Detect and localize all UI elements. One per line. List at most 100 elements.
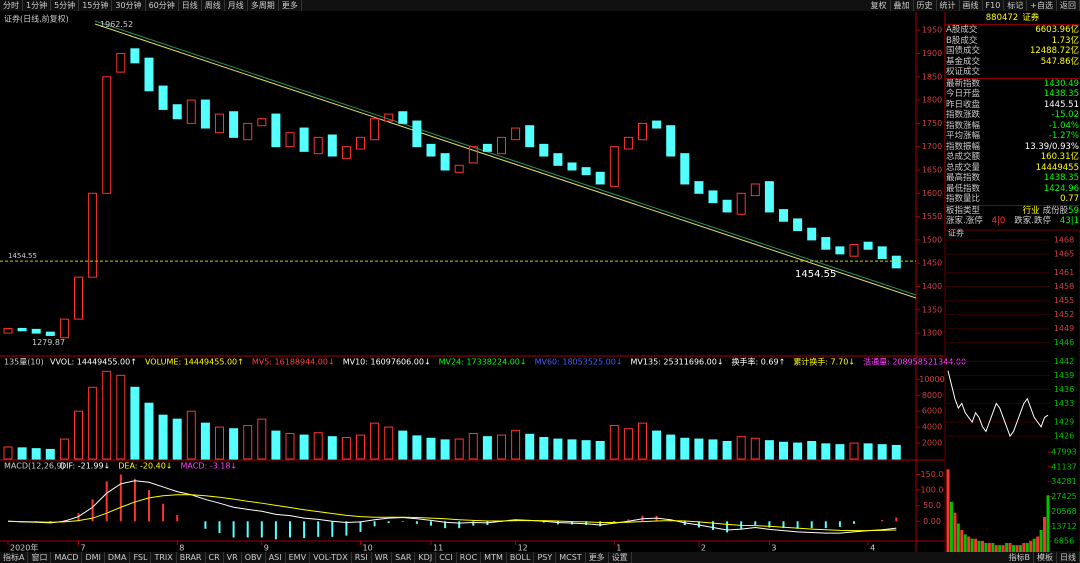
info-label: 板指类型 [946,205,981,216]
y-tick-label: 1950 [922,26,942,35]
tab-button[interactable]: MTM [481,552,507,563]
tab-button[interactable]: BRAR [177,552,206,563]
index-code: 880472 [985,13,1019,23]
info-row: 涨家.涨停 4|0 跌家.跌停 43|1 [946,216,1079,227]
intraday-volume [984,542,988,556]
toolbar-button[interactable]: 复权 [868,0,891,11]
tab-button[interactable]: MCST [556,552,586,563]
tab-button[interactable]: KDJ [415,552,437,563]
volume-bar [454,438,464,460]
volume-bar [468,433,478,460]
info-row: A股成交 6603.96亿 [946,25,1079,36]
toolbar-button[interactable]: 日线 [179,0,202,11]
info-value: 1438.35 [1043,173,1079,183]
volume-bar [271,430,281,460]
y-tick-label: 1650 [922,165,942,174]
toolbar-button[interactable]: 1分钟 [23,0,52,11]
toolbar-button[interactable]: 更多 [279,0,302,11]
toolbar-button[interactable]: 叠加 [891,0,914,11]
info-row: 最新指数 1430.49 [946,77,1079,90]
intraday-volume [956,523,960,556]
volume-bar [158,414,168,460]
tab-button[interactable]: WR [372,552,393,563]
toolbar-button[interactable]: F10 [983,0,1005,11]
tab-button[interactable]: 模板 [1034,552,1057,563]
tab-button[interactable]: 指标B [1006,552,1034,563]
tab-button[interactable]: CR [206,552,224,563]
toolbar-button[interactable]: 周线 [202,0,225,11]
toolbar-button[interactable]: 统计 [937,0,960,11]
tab-button[interactable]: ASI [266,552,286,563]
toolbar-button[interactable]: 60分钟 [146,0,179,11]
tab-button[interactable]: 设置 [609,552,632,563]
toolbar-button[interactable]: 画线 [960,0,983,11]
intraday-volume [977,540,981,556]
tab-button[interactable]: VOL-TDX [310,552,352,563]
intraday-volume [987,542,991,556]
tab-button[interactable]: PSY [534,552,557,563]
tab-button[interactable]: 日线 [1057,552,1080,563]
y-tick-label: 0.00 [923,517,941,526]
info-value: 0.77 [1060,194,1079,204]
intraday-title: 证券 [948,228,964,238]
candle [736,192,746,215]
y2-tick-label: 47993 [1051,448,1076,457]
toolbar-button[interactable]: 历史 [914,0,937,11]
tab-button[interactable]: 更多 [586,552,609,563]
y-tick-label: 1449 [1054,324,1074,333]
info-value: 1430.49 [1043,78,1079,89]
candle [186,99,196,124]
toolbar-button[interactable]: 30分钟 [112,0,146,11]
info-row: 今日开盘 1438.35 [946,89,1079,100]
toolbar-button[interactable]: 多周期 [248,0,279,11]
tab-button[interactable]: MACD [51,552,83,563]
volume-bar [243,425,253,460]
candle [102,76,112,194]
info-value: 1438.35 [1043,89,1079,99]
bottom-tabs: 指标A 窗口 MACD DMI DMA FSL TRIX BRAR CR VR OBV ASI EMV V… [0,552,1080,563]
candle [17,327,27,332]
intraday-volume [970,538,974,556]
intraday-volume [1043,516,1047,556]
tab-button[interactable]: RSI [352,552,372,563]
y-tick-label: 1433 [1054,399,1074,408]
intraday-volume [1015,545,1019,556]
candle [158,85,168,110]
tab-button[interactable]: 指标A [0,552,29,563]
intraday-volume [1036,536,1040,556]
candle [327,134,337,157]
tab-button[interactable]: VR [224,552,242,563]
tab-button[interactable]: SAR [392,552,416,563]
tab-button[interactable]: FSL [130,552,152,563]
candle [779,209,788,222]
intraday-volume [1046,495,1050,556]
tab-button[interactable]: OBV [242,552,266,563]
toolbar-button[interactable]: 5分钟 [51,0,80,11]
volume-bar [863,443,873,460]
tab-button[interactable]: CCI [436,552,457,563]
toolbar-button[interactable]: +自选 [1027,0,1057,11]
intraday-volume [1008,542,1012,556]
toolbar-button[interactable]: 月线 [225,0,248,11]
candle [539,143,549,157]
info-value: 1424.96 [1043,183,1079,194]
candle [3,327,13,334]
tab-button[interactable]: 窗口 [28,552,52,563]
tab-button[interactable]: BOLL [507,552,535,563]
toolbar-button[interactable]: 分时 [0,0,23,11]
toolbar-button[interactable]: 15分钟 [79,0,113,11]
tab-button[interactable]: TRIX [151,552,177,563]
toolbar-button[interactable]: 返回 [1057,0,1080,11]
toolbar-button[interactable]: 标记 [1004,0,1028,11]
volume-bar [539,436,549,460]
tab-button[interactable]: EMV [286,552,311,563]
candle [59,318,69,339]
y-tick-label: 1450 [922,259,942,268]
intraday-volume [974,538,978,556]
tab-button[interactable]: DMI [82,552,105,563]
legend-label: DEA: -20.40↓ [118,462,172,471]
volume-bar [144,402,154,460]
tab-button[interactable]: DMA [105,552,131,563]
tab-button[interactable]: ROC [457,552,482,563]
